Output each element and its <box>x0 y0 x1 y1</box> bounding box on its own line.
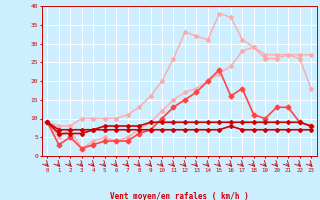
X-axis label: Vent moyen/en rafales ( km/h ): Vent moyen/en rafales ( km/h ) <box>110 192 249 200</box>
